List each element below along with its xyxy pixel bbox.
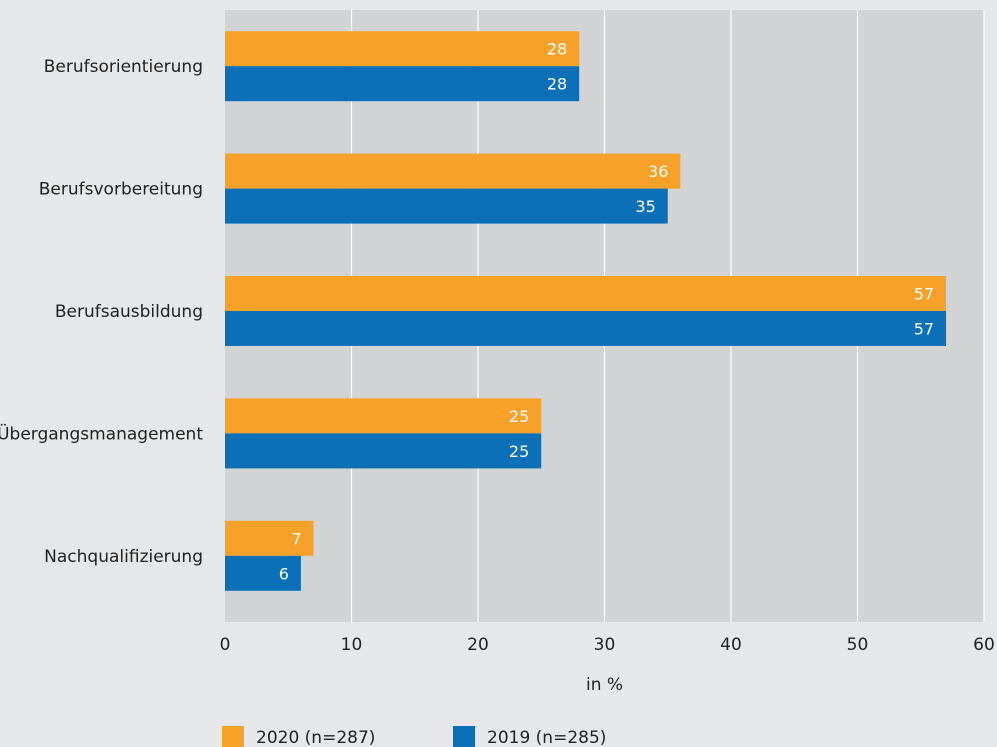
bars-group <box>225 31 947 591</box>
category-label: Nachqualifizierung <box>44 547 203 567</box>
bar-series-1-0 <box>225 31 580 67</box>
legend-swatch <box>453 726 475 747</box>
x-tick-label: 0 <box>220 635 231 655</box>
bar-series-2-2 <box>225 311 947 346</box>
x-tick-label: 30 <box>594 635 616 655</box>
bar-series-1-3 <box>225 398 542 434</box>
x-tick-label: 20 <box>467 635 489 655</box>
bar-series-1-4 <box>225 520 314 556</box>
bar-value-label: 25 <box>509 442 529 461</box>
bar-series-2-0 <box>225 66 580 102</box>
bar-series-2-4 <box>225 555 301 591</box>
category-labels-group: Berufsorientierung Berufsvorbereitung Beru… <box>0 57 203 567</box>
bar-value-label: 7 <box>291 529 301 548</box>
x-tick-label: 10 <box>341 635 363 655</box>
x-axis-title: in % <box>586 675 623 695</box>
x-tick-label: 60 <box>973 635 995 655</box>
x-tick-label: 40 <box>720 635 742 655</box>
bar-value-label: 35 <box>635 197 655 216</box>
bar-labels-group: 28 28 36 35 57 57 25 25 76 <box>279 40 934 584</box>
bar-value-label: 28 <box>547 40 567 59</box>
bar-value-label: 57 <box>914 320 934 339</box>
bar-value-label: 36 <box>648 162 668 181</box>
category-label: Berufsausbildung <box>55 302 203 322</box>
legend-label: 2020 (n=287) <box>256 728 375 747</box>
bar-value-label: 6 <box>279 564 289 583</box>
legend-label: 2019 (n=285) <box>487 728 606 747</box>
legend: 2020 (n=287) 2019 (n=285) <box>222 726 606 747</box>
category-label: Berufsorientierung <box>44 57 203 77</box>
x-tick-labels-group: 0 10 20 30 40 50 60 <box>220 635 995 655</box>
bar-series-1-1 <box>225 153 681 189</box>
category-label: Übergangsmanagement <box>0 422 203 444</box>
x-tick-label: 50 <box>847 635 869 655</box>
bar-series-2-3 <box>225 433 542 469</box>
bar-series-2-1 <box>225 188 668 224</box>
category-label: Berufsvorbereitung <box>39 180 203 200</box>
legend-swatch <box>222 726 244 747</box>
bar-series-1-2 <box>225 276 947 311</box>
bar-value-label: 28 <box>547 75 567 94</box>
bar-value-label: 25 <box>509 407 529 426</box>
bar-value-label: 57 <box>914 285 934 304</box>
